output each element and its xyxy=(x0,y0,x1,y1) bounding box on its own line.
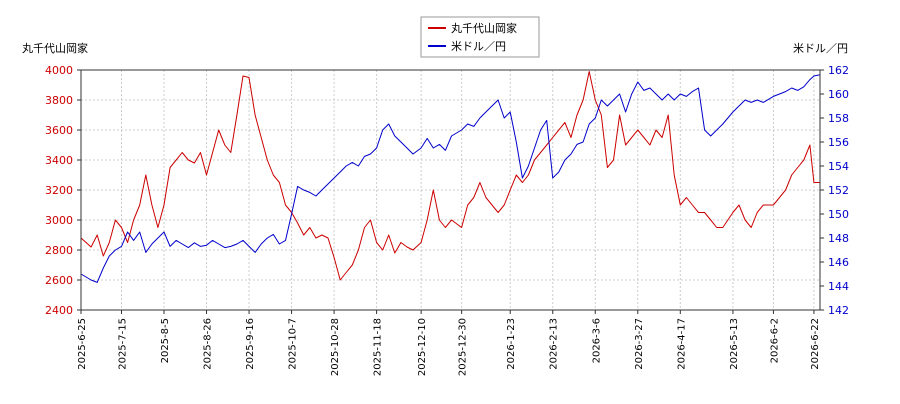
right-tick-label: 152 xyxy=(828,184,849,197)
x-tick-label: 2025-10-7 xyxy=(288,318,299,370)
left-tick-label: 3800 xyxy=(45,94,73,107)
x-tick-label: 2026-4-17 xyxy=(676,318,687,370)
x-tick-label: 2026-3-6 xyxy=(591,318,602,363)
left-tick-label: 3200 xyxy=(45,184,73,197)
right-axis-ticks: 142 144 146 148 150 152 154 156 158 160 162 xyxy=(820,64,849,317)
right-tick-label: 158 xyxy=(828,112,849,125)
left-axis-label: 丸千代山岡家 xyxy=(22,41,88,55)
x-tick-label: 2026-3-27 xyxy=(634,318,645,370)
series-line-stock xyxy=(80,71,820,281)
right-tick-label: 156 xyxy=(828,136,849,149)
x-tick-label: 2026-2-13 xyxy=(549,318,560,370)
left-tick-label: 4000 xyxy=(45,64,73,77)
x-tick-label: 2025-7-15 xyxy=(117,318,128,370)
series-line-usdjpy xyxy=(80,74,821,283)
left-tick-label: 3000 xyxy=(45,214,73,227)
x-tick-label: 2026-6-2 xyxy=(769,318,780,363)
x-tick-label: 2025-8-5 xyxy=(160,318,171,363)
right-tick-label: 142 xyxy=(828,304,849,317)
left-tick-label: 3400 xyxy=(45,154,73,167)
right-tick-label: 148 xyxy=(828,232,849,245)
right-tick-label: 162 xyxy=(828,64,849,77)
left-tick-label: 2600 xyxy=(45,274,73,287)
x-tick-label: 2025-12-10 xyxy=(417,318,428,376)
right-tick-label: 154 xyxy=(828,160,849,173)
legend-label-usdjpy: 米ドル／円 xyxy=(451,40,506,53)
x-tick-label: 2025-8-26 xyxy=(203,318,214,370)
legend-label-stock: 丸千代山岡家 xyxy=(451,21,517,35)
left-tick-label: 2400 xyxy=(45,304,73,317)
right-tick-label: 150 xyxy=(828,208,849,221)
left-tick-label: 2800 xyxy=(45,244,73,257)
x-tick-label: 2025-10-28 xyxy=(330,318,341,376)
legend: 丸千代山岡家 米ドル／円 xyxy=(420,16,540,58)
legend-box xyxy=(420,16,540,58)
right-tick-label: 144 xyxy=(828,280,849,293)
x-axis-ticks: 2025-6-25 2025-7-15 2025-8-5 2025-8-26 2025-… xyxy=(77,310,821,376)
x-tick-label: 2026-6-22 xyxy=(810,318,821,370)
right-tick-label: 160 xyxy=(828,88,849,101)
x-tick-label: 2025-12-30 xyxy=(458,318,469,376)
right-axis-label: 米ドル／円 xyxy=(793,42,848,55)
left-tick-label: 3600 xyxy=(45,124,73,137)
series-layer xyxy=(80,71,821,283)
right-tick-label: 146 xyxy=(828,256,849,269)
x-tick-label: 2025-9-16 xyxy=(245,318,256,370)
x-tick-label: 2026-1-23 xyxy=(506,318,517,370)
x-tick-label: 2026-5-13 xyxy=(729,318,740,370)
left-axis-ticks: 2400 2600 2800 3000 3200 3400 3600 3800 4000 xyxy=(45,64,81,317)
x-tick-label: 2025-6-25 xyxy=(77,318,88,370)
x-tick-label: 2025-11-18 xyxy=(373,318,384,376)
